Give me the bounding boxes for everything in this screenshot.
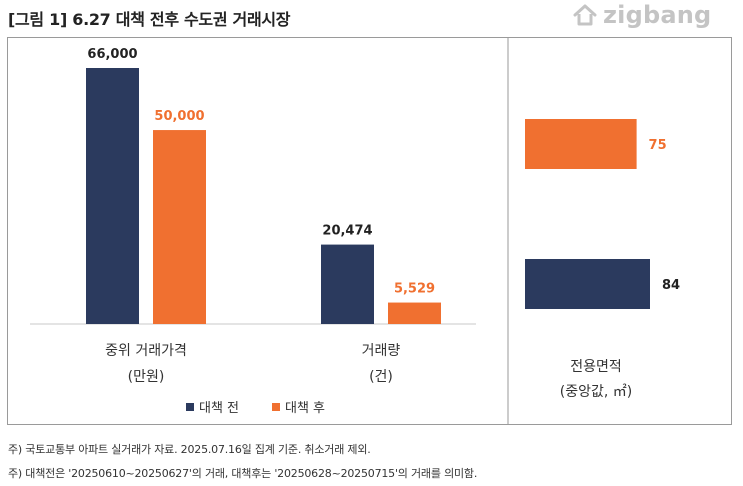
category-unit-area: (중앙값, ㎡) <box>560 384 632 400</box>
data-label-area-before: 84 <box>662 278 680 293</box>
zigbang-logo: zigbang <box>572 1 711 29</box>
data-label-volume-before: 20,474 <box>322 224 372 239</box>
category-label-price: 중위 거래가격 <box>105 343 187 359</box>
data-label-price-after: 50,000 <box>154 109 204 124</box>
legend-swatch-after <box>272 403 280 411</box>
bar-area-after <box>525 119 637 169</box>
footnote-period: 주) 대책전은 '20250610~20250627'의 거래, 대책후는 '2… <box>8 467 478 480</box>
category-unit-volume: (건) <box>369 369 393 385</box>
category-label-area: 전용면적 <box>570 359 622 375</box>
bar-price-after <box>153 130 206 324</box>
data-label-volume-after: 5,529 <box>394 282 435 297</box>
legend-label-after: 대책 후 <box>285 401 325 416</box>
bar-price-before <box>86 68 139 324</box>
bar-volume-before <box>321 244 374 324</box>
footnotes: 주) 국토교통부 아파트 실거래가 자료. 2025.07.16일 집계 기준.… <box>8 438 477 486</box>
data-label-price-before: 66,000 <box>87 47 137 62</box>
legend-label-before: 대책 전 <box>199 401 239 416</box>
zigbang-house-icon <box>573 4 597 26</box>
bar-volume-after <box>388 302 441 324</box>
category-label-volume: 거래량 <box>362 343 401 359</box>
data-label-area-after: 75 <box>649 138 667 153</box>
legend-swatch-before <box>186 403 194 411</box>
chart-title: [그림 1] 6.27 대책 전후 수도권 거래시장 <box>8 10 291 29</box>
chart-frame <box>7 37 732 425</box>
bar-area-before <box>525 259 650 309</box>
category-unit-price: (만원) <box>128 369 165 385</box>
footnote-source: 주) 국토교통부 아파트 실거래가 자료. 2025.07.16일 집계 기준.… <box>8 443 371 456</box>
logo-text: zigbang <box>603 1 712 29</box>
